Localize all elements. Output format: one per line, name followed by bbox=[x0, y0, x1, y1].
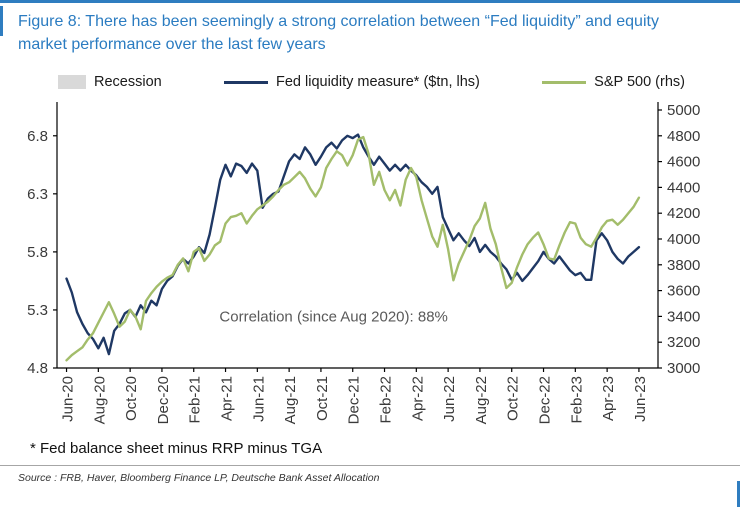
x-axis-tick-label: Jun-20 bbox=[60, 376, 77, 422]
x-axis-tick-label: Feb-23 bbox=[568, 376, 585, 424]
legend-item: Recession bbox=[58, 74, 162, 90]
chart-footnote: * Fed balance sheet minus RRP minus TGA bbox=[30, 440, 323, 458]
x-axis-tick-label: Dec-20 bbox=[155, 376, 172, 424]
fed-liquidity-series-line bbox=[65, 133, 641, 356]
x-axis-tick-label: Oct-22 bbox=[505, 376, 522, 421]
x-axis-tick-label: Oct-21 bbox=[314, 376, 331, 421]
figure-title: Figure 8: There has been seemingly a str… bbox=[18, 13, 659, 53]
left-axis-tick-label: 4.8 bbox=[27, 360, 48, 377]
x-axis-tick-label: Jun-22 bbox=[441, 376, 458, 422]
top-left-accent-bar bbox=[0, 6, 3, 36]
x-axis-tick-label: Apr-23 bbox=[600, 376, 617, 421]
right-axis-tick-label: 3400 bbox=[667, 309, 700, 326]
x-axis-tick-label: Aug-20 bbox=[91, 376, 108, 424]
source-line: Source : FRB, Haver, Bloomberg Finance L… bbox=[18, 472, 380, 485]
left-axis-tick-label: 5.8 bbox=[27, 244, 48, 261]
chart-svg: 4.8 5.3 5.8 6.3 6.8 3000 3200 3400 3600 3800 4000 4… bbox=[27, 102, 700, 425]
right-axis-tick-label: 4000 bbox=[667, 231, 700, 248]
x-axis-tick-label: Jun-21 bbox=[250, 376, 267, 422]
right-axis-tick-label: 3600 bbox=[667, 283, 700, 300]
fed-liquidity-line-swatch bbox=[223, 80, 268, 84]
left-axis-tick-label: 6.3 bbox=[27, 186, 48, 203]
right-axis-tick-label: 5000 bbox=[667, 102, 700, 119]
correlation-annotation: Correlation (since Aug 2020): 88% bbox=[219, 309, 447, 326]
divider-line bbox=[0, 465, 740, 467]
legend-item: S&P 500 (rhs) bbox=[542, 74, 685, 90]
legend: Recession Fed liquidity measure* ($tn, lh… bbox=[58, 74, 685, 90]
x-axis-tick-label: Feb-22 bbox=[378, 376, 395, 424]
left-axis-tick-label: 6.8 bbox=[27, 128, 48, 145]
x-axis-tick-label: Oct-20 bbox=[123, 376, 140, 421]
sp500-line-swatch bbox=[542, 80, 587, 84]
right-axis-tick-label: 4200 bbox=[667, 206, 700, 223]
sp500-series-line bbox=[65, 136, 641, 362]
x-axis-tick-label: Aug-21 bbox=[282, 376, 299, 424]
right-axis-tick-label: 3000 bbox=[667, 360, 700, 377]
right-axis-tick-label: 3200 bbox=[667, 335, 700, 352]
right-axis-tick-label: 4800 bbox=[667, 128, 700, 145]
legend-label: Recession bbox=[94, 74, 162, 91]
legend-label: Fed liquidity measure* ($tn, lhs) bbox=[275, 74, 480, 91]
x-axis-tick-label: Dec-22 bbox=[537, 376, 554, 424]
left-axis-tick-label: 5.3 bbox=[27, 302, 48, 319]
legend-item: Fed liquidity measure* ($tn, lhs) bbox=[223, 74, 480, 91]
bottom-right-accent-bar bbox=[737, 481, 740, 507]
x-axis-tick-label: Apr-22 bbox=[409, 376, 426, 421]
x-axis-tick-label: Apr-21 bbox=[219, 376, 236, 421]
right-axis-tick-label: 4400 bbox=[667, 180, 700, 197]
right-axis-tick-label: 4600 bbox=[667, 154, 700, 171]
x-axis-tick-label: Jun-23 bbox=[632, 376, 649, 422]
x-axis-tick-label: Feb-21 bbox=[187, 376, 204, 424]
x-axis-tick-label: Dec-21 bbox=[346, 376, 363, 424]
right-axis-tick-label: 3800 bbox=[667, 257, 700, 274]
recession-swatch bbox=[58, 75, 86, 90]
x-axis-tick-label: Aug-22 bbox=[473, 376, 490, 424]
legend-label: S&P 500 (rhs) bbox=[594, 74, 685, 91]
